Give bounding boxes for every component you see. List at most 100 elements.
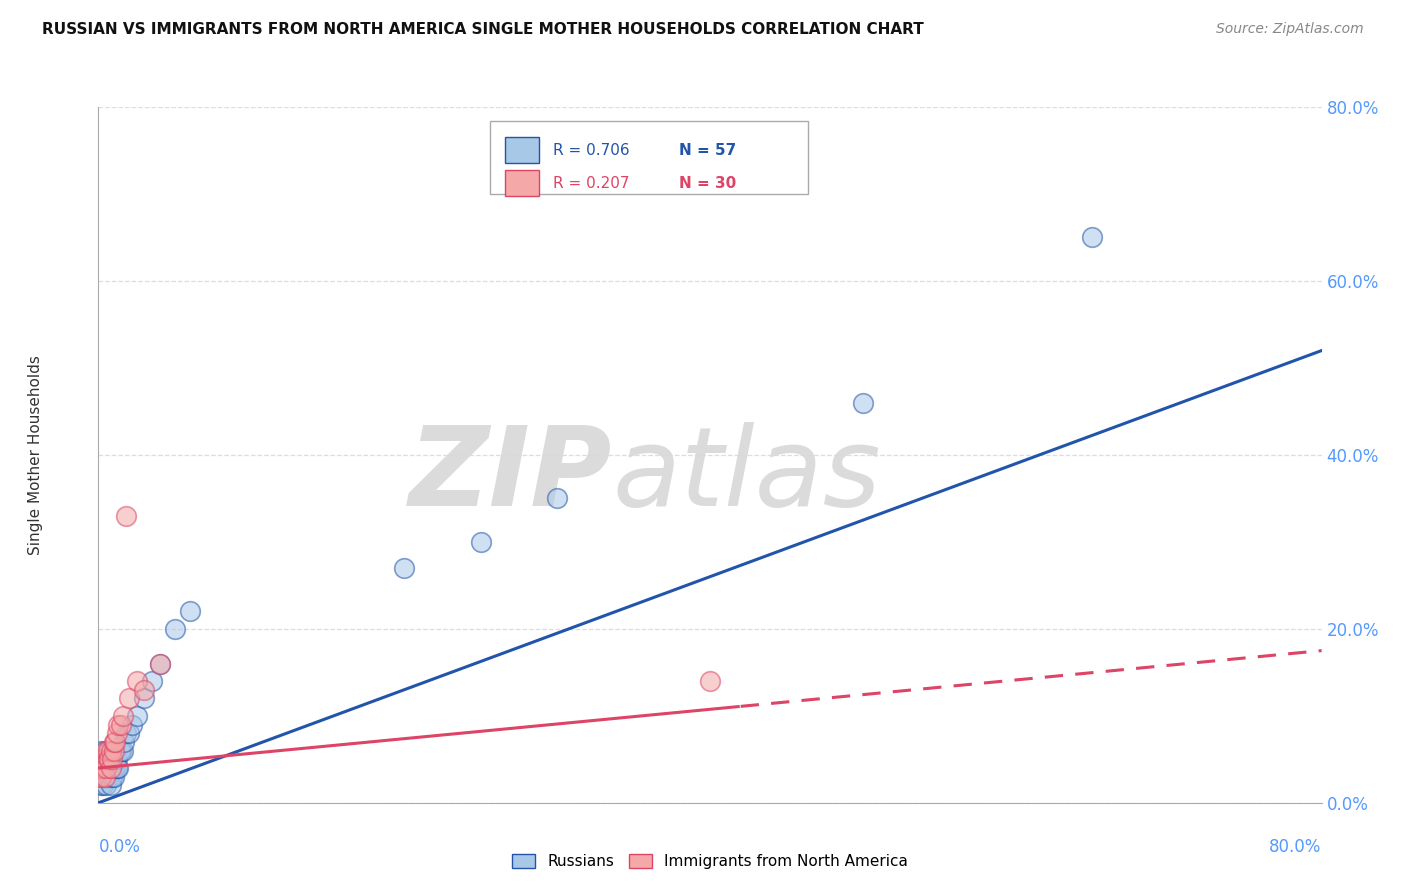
Text: RUSSIAN VS IMMIGRANTS FROM NORTH AMERICA SINGLE MOTHER HOUSEHOLDS CORRELATION CH: RUSSIAN VS IMMIGRANTS FROM NORTH AMERICA… bbox=[42, 22, 924, 37]
Text: ZIP: ZIP bbox=[409, 422, 612, 529]
Point bbox=[101, 770, 124, 784]
Point bbox=[100, 778, 122, 792]
Point bbox=[111, 708, 134, 723]
Point bbox=[179, 605, 201, 619]
Point bbox=[93, 761, 115, 775]
Text: R = 0.207: R = 0.207 bbox=[554, 176, 630, 191]
Point bbox=[100, 761, 122, 775]
Point bbox=[89, 770, 111, 784]
Point bbox=[94, 761, 117, 775]
Point bbox=[90, 778, 112, 792]
Point bbox=[90, 744, 112, 758]
Point bbox=[111, 744, 134, 758]
Point bbox=[94, 778, 117, 792]
Point bbox=[100, 744, 122, 758]
Point bbox=[115, 726, 138, 740]
Point bbox=[104, 752, 127, 766]
Point bbox=[134, 691, 156, 706]
Bar bbox=[505, 137, 538, 163]
Legend: Russians, Immigrants from North America: Russians, Immigrants from North America bbox=[506, 848, 914, 875]
Point bbox=[107, 717, 129, 731]
Point bbox=[94, 770, 117, 784]
Point bbox=[103, 744, 125, 758]
Point bbox=[101, 752, 124, 766]
Point bbox=[699, 674, 721, 689]
Point bbox=[121, 717, 143, 731]
Point bbox=[112, 735, 135, 749]
Point bbox=[94, 752, 117, 766]
Point bbox=[546, 491, 568, 506]
Point bbox=[89, 752, 111, 766]
Point bbox=[89, 770, 111, 784]
Point bbox=[470, 534, 492, 549]
Point bbox=[163, 622, 186, 636]
Point bbox=[125, 674, 148, 689]
Point bbox=[91, 752, 114, 766]
Point bbox=[134, 682, 156, 697]
Point bbox=[110, 717, 132, 731]
Point bbox=[94, 761, 117, 775]
Text: Single Mother Households: Single Mother Households bbox=[28, 355, 44, 555]
Point bbox=[93, 744, 115, 758]
Point bbox=[93, 770, 115, 784]
Point bbox=[89, 761, 111, 775]
Point bbox=[91, 761, 114, 775]
Point bbox=[90, 770, 112, 784]
Point bbox=[392, 561, 416, 575]
Point bbox=[93, 752, 115, 766]
Point bbox=[149, 657, 172, 671]
Point bbox=[90, 752, 112, 766]
Point bbox=[103, 770, 125, 784]
Point bbox=[125, 708, 148, 723]
Text: N = 57: N = 57 bbox=[679, 143, 737, 158]
Point bbox=[93, 752, 115, 766]
Text: atlas: atlas bbox=[612, 422, 880, 529]
Text: 80.0%: 80.0% bbox=[1270, 838, 1322, 855]
Point bbox=[115, 508, 138, 523]
Point bbox=[118, 726, 141, 740]
Text: N = 30: N = 30 bbox=[679, 176, 737, 191]
Point bbox=[108, 744, 131, 758]
Point bbox=[101, 761, 124, 775]
Text: Source: ZipAtlas.com: Source: ZipAtlas.com bbox=[1216, 22, 1364, 37]
Point bbox=[1081, 230, 1104, 244]
Bar bbox=[505, 169, 538, 196]
Point bbox=[141, 674, 163, 689]
Point bbox=[105, 752, 128, 766]
Point bbox=[100, 752, 122, 766]
Point bbox=[91, 770, 114, 784]
Point bbox=[91, 761, 114, 775]
Point bbox=[98, 770, 121, 784]
Point bbox=[90, 752, 112, 766]
Point bbox=[98, 752, 121, 766]
Point bbox=[97, 752, 120, 766]
Point bbox=[98, 761, 121, 775]
Text: R = 0.706: R = 0.706 bbox=[554, 143, 630, 158]
Point bbox=[104, 735, 127, 749]
Point bbox=[105, 761, 128, 775]
Point bbox=[118, 691, 141, 706]
Point bbox=[149, 657, 172, 671]
Point bbox=[93, 770, 115, 784]
Point bbox=[90, 770, 112, 784]
Point bbox=[94, 744, 117, 758]
Point bbox=[91, 778, 114, 792]
Point bbox=[107, 761, 129, 775]
Point bbox=[98, 752, 121, 766]
Point bbox=[852, 396, 875, 410]
Text: 0.0%: 0.0% bbox=[98, 838, 141, 855]
Point bbox=[90, 761, 112, 775]
Point bbox=[97, 752, 120, 766]
Point bbox=[110, 744, 132, 758]
Point bbox=[104, 761, 127, 775]
Point bbox=[90, 761, 112, 775]
Point bbox=[103, 735, 125, 749]
Point bbox=[105, 726, 128, 740]
Point bbox=[103, 752, 125, 766]
FancyBboxPatch shape bbox=[489, 121, 808, 194]
Point bbox=[100, 761, 122, 775]
Point bbox=[89, 761, 111, 775]
Point bbox=[97, 761, 120, 775]
Point bbox=[91, 752, 114, 766]
Point bbox=[97, 770, 120, 784]
